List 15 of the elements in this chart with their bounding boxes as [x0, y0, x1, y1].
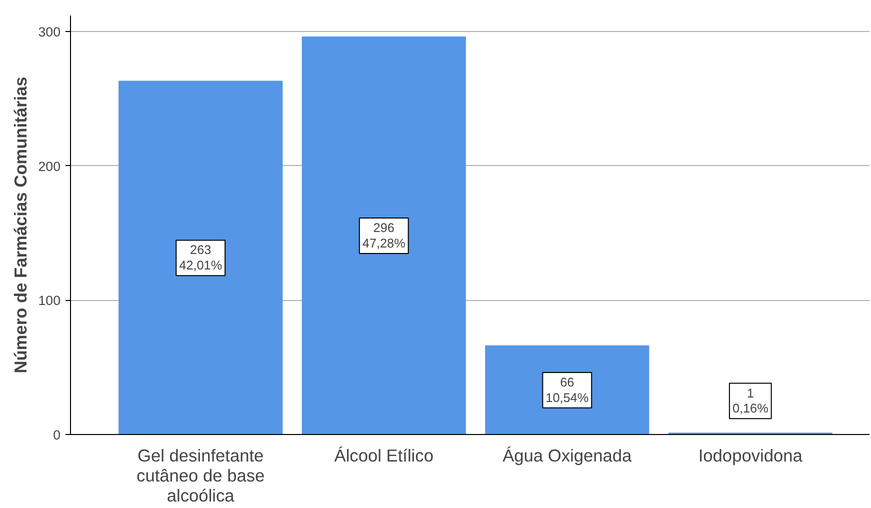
- y-tick-label: 300: [38, 24, 61, 40]
- y-tick-label: 0: [53, 428, 61, 442]
- x-tick-label: Álcool Etílico: [334, 446, 434, 466]
- data-label: 263 42,01%: [179, 243, 222, 273]
- y-tick-label: 200: [38, 158, 61, 174]
- bar: [302, 36, 466, 434]
- bar: [118, 80, 283, 434]
- x-tick-label: Água Oxigenada: [502, 446, 632, 466]
- data-label: 296 47,28%: [362, 221, 406, 250]
- y-tick-label: 100: [38, 293, 61, 308]
- x-tick-label: Iodopovidona: [698, 446, 803, 466]
- x-tick-label: Gel desinfetante cutâneo de base alcoólica: [136, 446, 265, 506]
- data-label: 1 0,16%: [732, 386, 768, 416]
- data-label: 66 10,54%: [546, 375, 589, 405]
- y-axis-title: Número de Farmácias Comunitárias: [10, 76, 30, 374]
